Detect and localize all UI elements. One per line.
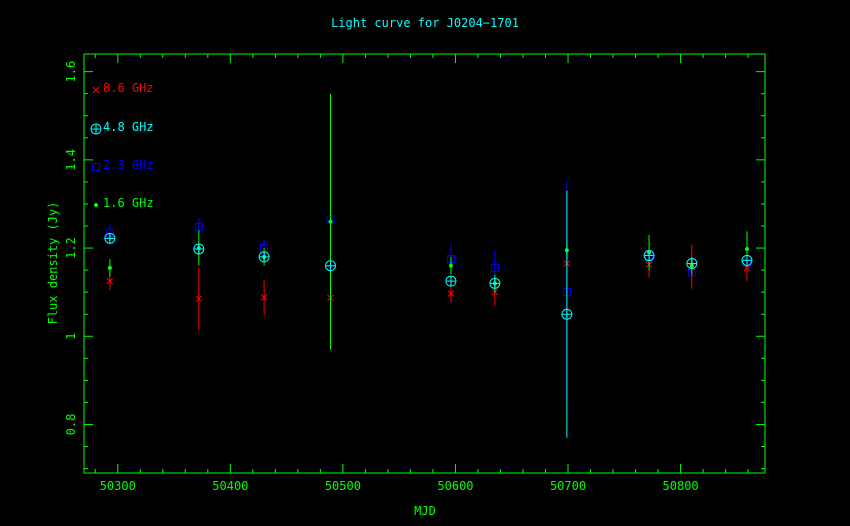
legend-item: 2.3 GHz	[92, 158, 154, 172]
legend-marker	[94, 203, 98, 207]
data-point	[743, 264, 751, 272]
legend-item: 4.8 GHz	[90, 120, 154, 135]
x-axis-label: MJD	[414, 504, 436, 518]
x-tick-label: 50800	[663, 479, 699, 493]
legend: 8.6 GHz 4.8 GHz 2.3 GHz 1.6 GHz	[90, 81, 154, 210]
data-point-plus	[561, 309, 572, 320]
legend-marker	[92, 163, 100, 171]
data-point	[561, 308, 573, 320]
x-tick-label: 50300	[100, 479, 136, 493]
data-point	[448, 263, 453, 268]
data-point	[741, 254, 753, 266]
legend-label: 2.3 GHz	[103, 158, 154, 172]
x-tick-label: 50700	[550, 479, 586, 493]
legend-label: 1.6 GHz	[103, 196, 154, 210]
data-point	[325, 260, 337, 272]
data-point	[643, 250, 655, 262]
data-point	[258, 251, 270, 263]
x-tick-label: 50400	[212, 479, 248, 493]
data-point	[106, 277, 114, 285]
legend-label: 4.8 GHz	[103, 120, 154, 134]
data-point-plus	[741, 255, 752, 266]
data-point	[260, 294, 268, 301]
series-1-6-ghz	[107, 93, 749, 350]
data-point-plus	[325, 260, 336, 271]
data-point	[107, 265, 112, 270]
data-point	[195, 295, 203, 303]
y-tick-label: 1.2	[64, 237, 78, 259]
y-tick-label: 1.4	[64, 149, 78, 171]
data-point	[489, 277, 501, 289]
data-point-plus	[193, 243, 204, 254]
data-point	[328, 219, 333, 224]
x-tick-label: 50600	[437, 479, 473, 493]
data-point-plus	[644, 250, 655, 261]
legend-label: 8.6 GHz	[103, 81, 154, 95]
data-point	[104, 232, 116, 244]
axis-ticks	[84, 54, 765, 473]
data-point	[445, 275, 457, 287]
legend-item: 1.6 GHz	[94, 196, 154, 210]
legend-item: 8.6 GHz	[92, 81, 154, 95]
x-tick-label: 50500	[325, 479, 361, 493]
y-tick-label: 1.6	[64, 61, 78, 83]
data-point	[490, 263, 499, 272]
data-marks	[104, 93, 753, 438]
data-point-plus	[489, 278, 500, 289]
series-2-3-ghz	[105, 181, 751, 403]
y-tick-labels: 0.8 1 1.2 1.4 1.6	[64, 61, 78, 436]
legend-marker-plus	[91, 124, 101, 134]
y-tick-label: 1	[64, 333, 78, 340]
data-point-plus	[445, 276, 456, 287]
series-4-8-ghz	[104, 190, 753, 438]
data-point	[744, 246, 749, 251]
plot-frame	[83, 53, 766, 474]
chart-title: Light curve for J0204−1701	[331, 16, 519, 30]
y-tick-label: 0.8	[64, 414, 78, 436]
data-point	[686, 258, 698, 269]
y-axis-label: Flux density (Jy)	[46, 202, 60, 325]
x-tick-labels: 50300 50400 50500 50600 50700 50800	[100, 479, 699, 493]
data-point-plus	[259, 251, 270, 262]
data-point	[194, 222, 203, 231]
data-point-plus	[104, 233, 115, 244]
data-point	[193, 243, 205, 255]
data-point-plus	[686, 258, 697, 269]
legend-marker	[90, 123, 102, 135]
data-point	[447, 290, 455, 297]
legend-marker	[92, 86, 100, 94]
